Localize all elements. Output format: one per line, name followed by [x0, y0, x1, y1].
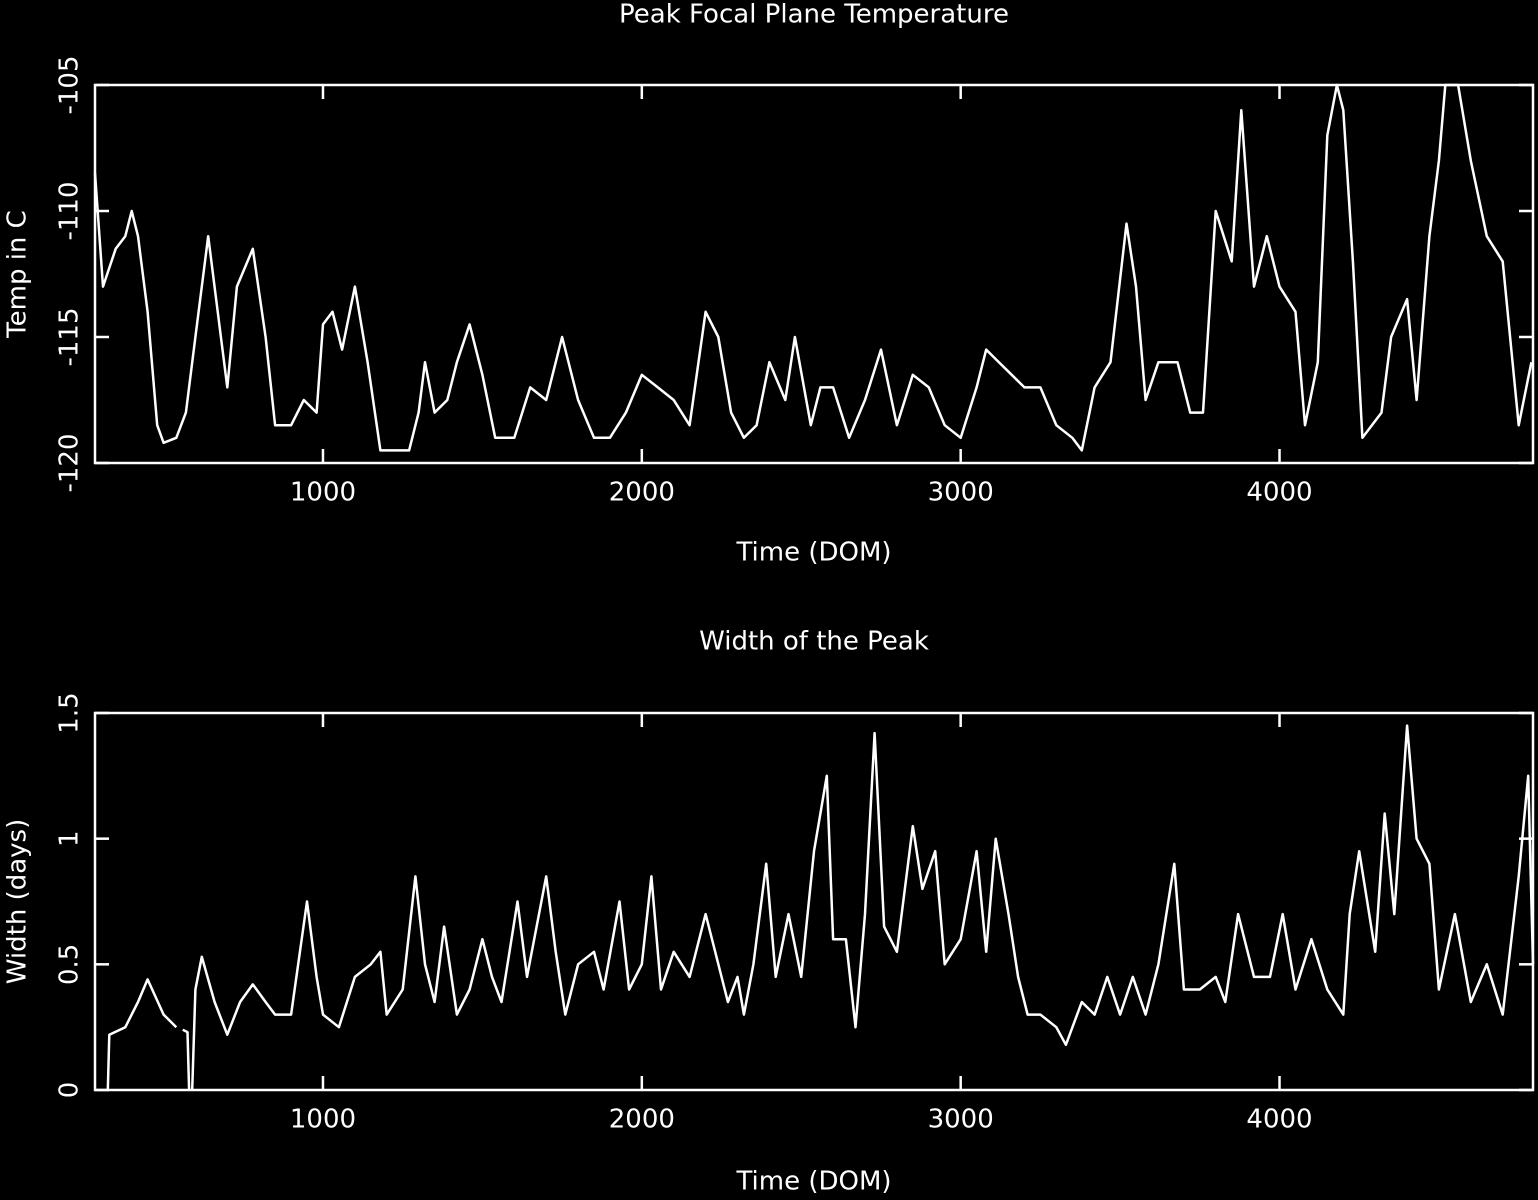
y-axis-label: Temp in C — [3, 210, 33, 339]
chart-title: Width of the Peak — [699, 627, 929, 657]
x-tick-label: 1000 — [290, 478, 356, 508]
y-axis-label: Width (days) — [3, 819, 33, 984]
data-line — [93, 83, 1533, 452]
y-tick-label: 1.5 — [55, 692, 85, 733]
x-tick-label: 2000 — [609, 1105, 675, 1135]
x-tick-label: 4000 — [1246, 478, 1312, 508]
x-tick-label: 2000 — [609, 478, 675, 508]
y-tick-label: 0 — [55, 1082, 85, 1099]
y-tick-label: -115 — [55, 307, 85, 366]
y-tick-label: -110 — [55, 181, 85, 240]
x-tick-label: 3000 — [928, 478, 994, 508]
x-tick-label: 3000 — [928, 1105, 994, 1135]
y-tick-label: -105 — [55, 55, 85, 114]
x-axis-label: Time (DOM) — [735, 538, 891, 568]
x-axis-label: Time (DOM) — [735, 1167, 891, 1197]
chart-title: Peak Focal Plane Temperature — [619, 0, 1009, 30]
plot-frame — [93, 83, 1535, 465]
plot-frame — [93, 711, 1535, 1092]
x-tick-label: 1000 — [290, 1105, 356, 1135]
y-tick-label: -120 — [55, 433, 85, 492]
data-line — [190, 724, 1535, 1091]
data-line — [106, 978, 178, 1091]
y-tick-label: 0.5 — [55, 944, 85, 985]
y-tick-label: 1 — [55, 830, 85, 847]
data-line — [182, 1028, 191, 1091]
x-tick-label: 4000 — [1246, 1105, 1312, 1135]
